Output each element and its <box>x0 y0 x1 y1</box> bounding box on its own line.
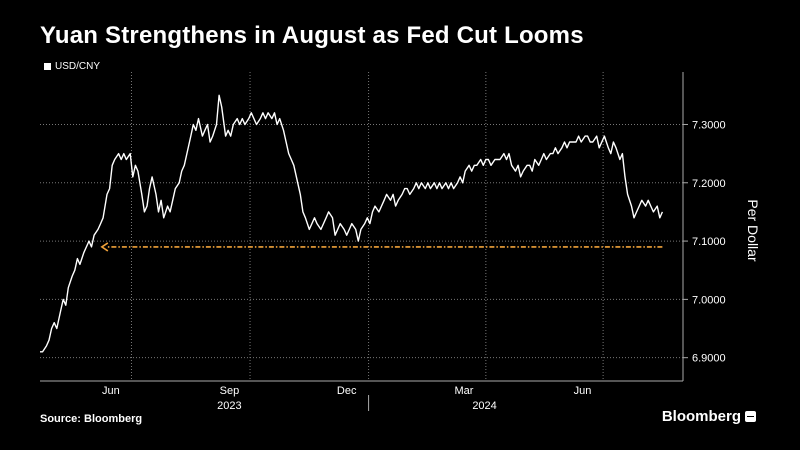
bloomberg-logo: Bloomberg <box>662 408 756 425</box>
bloomberg-mark-icon <box>745 411 756 422</box>
series-line-usd-cny <box>40 94 664 353</box>
chart-title: Yuan Strengthens in August as Fed Cut Lo… <box>40 22 584 49</box>
series <box>40 94 664 353</box>
year-label: 2023 <box>217 400 241 412</box>
source-note: Source: Bloomberg <box>40 413 143 425</box>
y-tick-label: 7.0000 <box>692 294 726 306</box>
brand-text: Bloomberg <box>661 408 741 425</box>
axes <box>40 72 688 411</box>
y-tick-label: 6.9000 <box>692 353 726 365</box>
y-tick-label: 7.3000 <box>692 119 726 131</box>
grid-lines <box>40 72 683 381</box>
year-label: 2024 <box>472 400 496 412</box>
x-tick-label: Mar <box>454 385 473 397</box>
legend-swatch <box>44 63 51 70</box>
annotation-arrow <box>100 242 663 252</box>
x-tick-label: Jun <box>102 385 120 397</box>
axis-labels: 6.9000 7.0000 7.1000 7.2000 7.3000 Jun Sep Dec M… <box>102 119 761 412</box>
x-tick-label: Jun <box>574 385 592 397</box>
y-tick-label: 7.2000 <box>692 178 726 190</box>
y-tick-label: 7.1000 <box>692 236 726 248</box>
arrow-head <box>100 242 109 252</box>
x-tick-label: Dec <box>337 385 357 397</box>
y-axis-label: Per Dollar <box>745 199 761 262</box>
x-tick-label: Sep <box>220 385 240 397</box>
legend: USD/CNY <box>44 61 100 72</box>
legend-label: USD/CNY <box>55 61 101 72</box>
